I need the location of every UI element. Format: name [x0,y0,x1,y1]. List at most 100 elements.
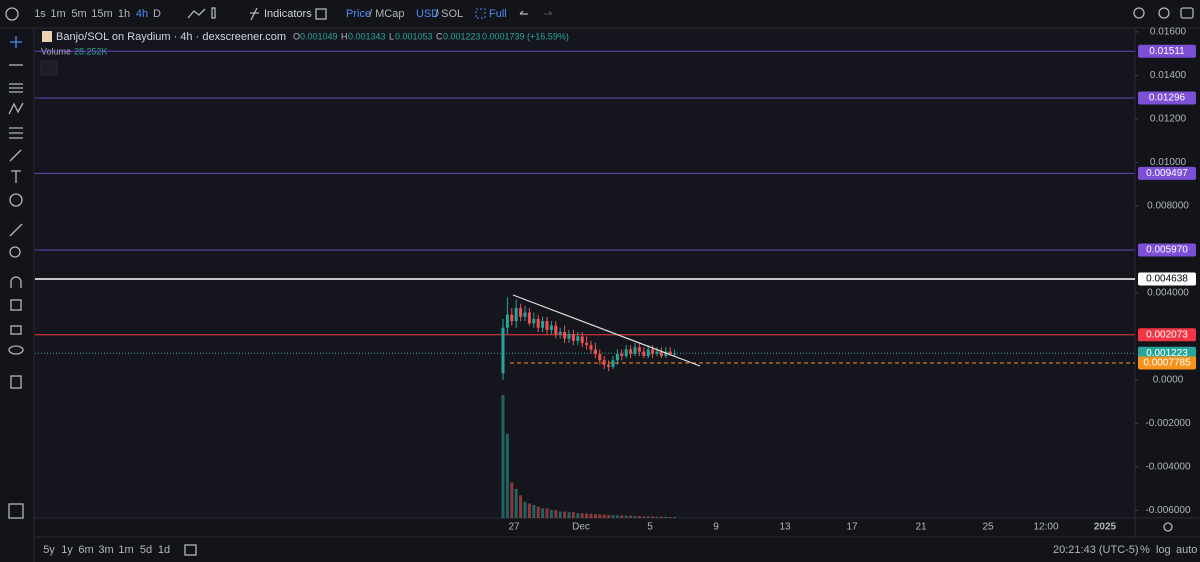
date-range-icon[interactable] [184,544,197,556]
volume-bar [664,516,668,518]
volume-bar [593,514,597,518]
price-label: 0.01511 [1149,46,1185,57]
collapse-legend[interactable] [40,60,58,76]
legend-o-value: 0.001049 [300,31,338,41]
magnet-tool[interactable] [10,276,22,288]
volume-bar [567,512,571,518]
x-tick-label: 5 [647,522,653,533]
candle-body [554,325,558,335]
candle-body [668,351,672,354]
mcap-toggle[interactable]: / MCap [369,8,404,20]
candle-body [651,349,655,354]
zoom-tool[interactable] [9,246,21,258]
screenshot-icon[interactable] [1180,7,1194,19]
y-tick-label: 0.01400 [1150,70,1187,81]
brush-tool[interactable] [9,149,22,162]
text-tool[interactable] [11,170,21,183]
axis-settings[interactable] [1163,522,1173,532]
candle-body [664,351,668,356]
candle-body [620,353,624,356]
interval-button[interactable]: 4h [136,8,148,20]
volume-bar [510,482,514,518]
volume-bar [563,511,567,518]
log-toggle[interactable]: log [1156,544,1171,556]
x-tick-label: 9 [713,522,719,533]
layout-icon[interactable] [315,8,327,20]
legend-o: O [293,31,300,41]
candle-body [505,314,509,328]
indicators-icon[interactable] [250,7,259,21]
interval-button[interactable]: 15m [91,8,112,20]
volume-bar [514,488,518,518]
candle-body [615,353,619,361]
full-icon[interactable] [475,8,486,19]
x-tick-label: 13 [779,522,791,533]
price-label-box [1138,166,1196,180]
pattern-tool[interactable] [8,102,24,115]
usd-toggle[interactable]: USD [416,8,439,20]
volume-bar [637,516,641,518]
volume-bar [624,515,628,518]
interval-button[interactable]: 5m [71,8,86,20]
object-tree[interactable] [8,503,24,519]
chart-type-icon[interactable] [187,8,206,19]
candle-icon[interactable] [211,7,216,19]
volume-bar [589,513,593,518]
range-button[interactable]: 1y [61,544,73,556]
auto-toggle[interactable]: auto [1176,544,1197,556]
price-toggle[interactable]: Price [346,8,371,20]
projection-tool[interactable] [9,127,23,139]
candle-body [532,318,536,324]
x-tick-label: 21 [915,522,927,533]
delete-tool[interactable] [10,375,22,389]
candle-body [642,351,646,356]
range-button[interactable]: 5d [140,544,152,556]
sol-toggle[interactable]: / SOL [435,8,463,20]
candle-body [527,312,531,324]
y-tick-label: -0.006000 [1145,505,1190,516]
candle-body [536,318,540,328]
undo-icon[interactable] [519,10,528,15]
add-icon[interactable] [5,7,19,21]
interval-button[interactable]: 1s [34,8,46,20]
hide-tool[interactable] [8,345,24,355]
y-tick-label: 0.004000 [1147,288,1189,299]
range-button[interactable]: 5y [43,544,55,556]
volume-bar [615,515,619,518]
x-tick-label: 25 [982,522,994,533]
candle-body [510,314,514,322]
fib-tool[interactable] [9,83,23,93]
settings-icon[interactable] [1158,7,1170,19]
candle-body [589,345,593,350]
candle-body [585,342,589,346]
range-button[interactable]: 3m [98,544,113,556]
interval-button[interactable]: 1h [118,8,130,20]
range-button[interactable]: 1d [158,544,170,556]
volume-bar [642,516,646,518]
range-button[interactable]: 6m [78,544,93,556]
legend-h-value: 0.001343 [348,31,386,41]
emoji-tool[interactable] [9,193,23,207]
crosshair-tool[interactable] [10,36,22,48]
candle-body [567,334,571,339]
indicators-button[interactable]: Indicators [264,8,312,20]
full-button[interactable]: Full [489,8,507,20]
percent-toggle[interactable]: % [1140,544,1150,556]
volume-bar [532,505,536,518]
interval-button[interactable]: D [153,8,161,20]
stay-drawing-tool[interactable] [10,299,22,311]
ruler-tool[interactable] [9,223,23,237]
interval-button[interactable]: 1m [50,8,65,20]
lock-tool[interactable] [10,325,22,335]
trend-line-drawing[interactable] [512,294,701,367]
search-icon[interactable] [1133,7,1145,19]
candle-body [624,349,628,356]
volume-bar [580,513,584,518]
range-button[interactable]: 1m [118,544,133,556]
price-label-box [1138,272,1196,286]
redo-icon[interactable] [544,10,553,15]
candle-body [549,325,553,330]
candle-body [637,347,641,352]
candle-body [580,336,584,343]
x-tick-label: 12:00 [1033,522,1058,533]
